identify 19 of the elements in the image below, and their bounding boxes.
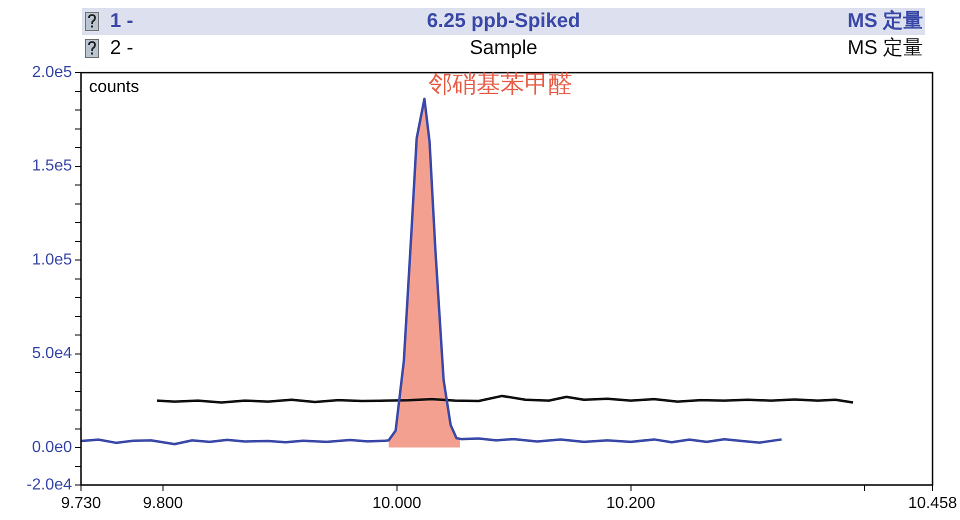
y-axis-title: counts [89,76,140,96]
text: MS 定量 [847,8,923,34]
text: 6.25 ppb-Spiked [426,10,580,32]
x-tick-label: 9.730 [60,495,102,512]
x-tick-label: 10.458 [908,495,958,512]
y-tick-label: 2.0e5 [32,64,72,82]
y-tick-label: 0.0e0 [32,438,72,456]
y-tick-label: 5.0e4 [32,345,72,362]
y-tick-label: 1.0e5 [32,251,72,268]
text: Sample [470,37,538,59]
annotation: 邻硝基苯甲醛 [428,72,572,98]
x-tick-label: 10.000 [372,495,422,512]
x-tick-label: 9.800 [142,495,183,512]
text: 2 - [110,36,134,61]
text: MS 定量 [847,36,923,61]
y-tick-label: 1.5e5 [32,158,72,175]
text: 1 - [110,9,134,34]
y-tick-label: -2.0e4 [26,476,72,494]
x-tick-label: 10.200 [606,495,656,512]
